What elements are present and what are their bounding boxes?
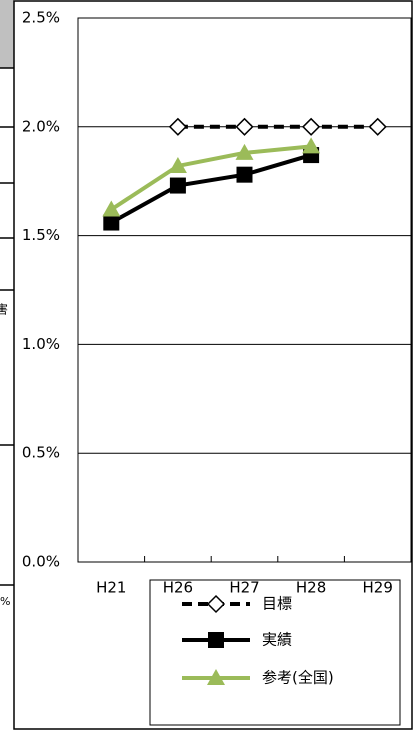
series-line <box>110 153 312 225</box>
diamond-marker <box>206 594 226 614</box>
square-marker <box>208 632 224 648</box>
diamond-marker <box>302 117 321 136</box>
y-tick-label: 1.5% <box>22 226 60 244</box>
triangle-marker <box>168 156 187 173</box>
diamond-marker <box>368 117 387 136</box>
square-marker <box>236 166 253 183</box>
y-tick-label: 1.0% <box>22 335 60 353</box>
left-table-header <box>0 0 14 68</box>
y-tick-label: 2.5% <box>22 9 60 27</box>
y-tick-label: 0.5% <box>22 444 60 462</box>
diamond-marker <box>168 117 187 136</box>
y-tick-label: 0.0% <box>22 553 60 571</box>
x-tick-label: H27 <box>229 579 259 597</box>
table-fragment: % <box>0 595 10 608</box>
plot-area <box>77 17 412 563</box>
y-tick-label: 2.0% <box>22 117 60 135</box>
triangle-marker <box>207 669 225 685</box>
series-line <box>110 144 312 212</box>
square-marker <box>103 214 120 231</box>
chart-border <box>13 0 413 730</box>
table-fragment: 害 <box>0 302 8 317</box>
triangle-marker <box>302 137 321 154</box>
x-tick-label: H29 <box>363 579 393 597</box>
x-tick-label: H28 <box>296 579 326 597</box>
legend-label: 目標 <box>262 595 292 613</box>
legend-label: 実績 <box>262 631 292 649</box>
legend-label: 参考(全国) <box>262 669 334 687</box>
triangle-marker <box>235 143 254 160</box>
left-table-lines <box>0 67 14 586</box>
x-tick-label: H26 <box>163 579 193 597</box>
triangle-marker <box>102 200 121 217</box>
square-marker <box>169 177 186 194</box>
diamond-marker <box>235 117 254 136</box>
x-tick-label: H21 <box>96 579 126 597</box>
